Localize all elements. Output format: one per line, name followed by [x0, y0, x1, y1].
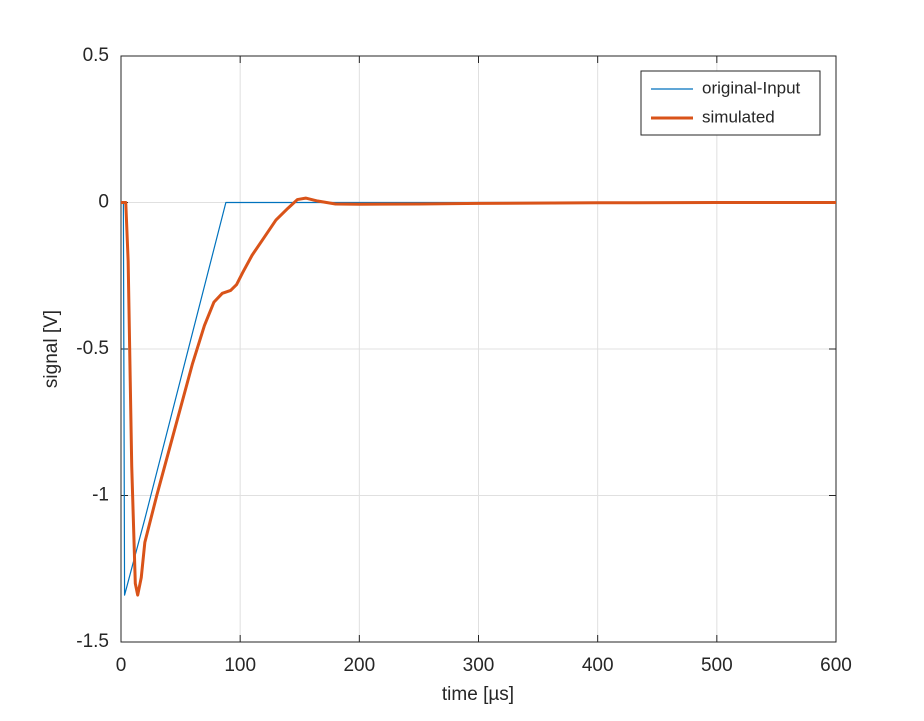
x-tick-label: 600 [820, 655, 852, 676]
x-tick-label: 300 [463, 655, 495, 676]
x-tick-label: 500 [701, 655, 733, 676]
y-tick-label: -1 [92, 485, 109, 506]
series-line [121, 196, 836, 597]
plot-frame [120, 55, 837, 643]
y-tick-label: 0.5 [83, 45, 109, 66]
x-tick-label: 400 [582, 655, 614, 676]
legend-box [640, 70, 821, 136]
legend: original-Input simulated [640, 70, 821, 136]
y-axis-label: signal [V] [41, 310, 62, 388]
legend-label: original-Input [702, 78, 801, 97]
x-tick-label: 200 [343, 655, 375, 676]
x-axis-label: time [µs] [442, 684, 514, 705]
x-tick-label: 100 [224, 655, 256, 676]
x-tick-label: 0 [116, 655, 127, 676]
y-tick-label: 0 [98, 192, 109, 213]
y-tick-label: -1.5 [76, 631, 109, 652]
legend-label: simulated [702, 107, 775, 126]
y-tick-label: -0.5 [76, 338, 109, 359]
